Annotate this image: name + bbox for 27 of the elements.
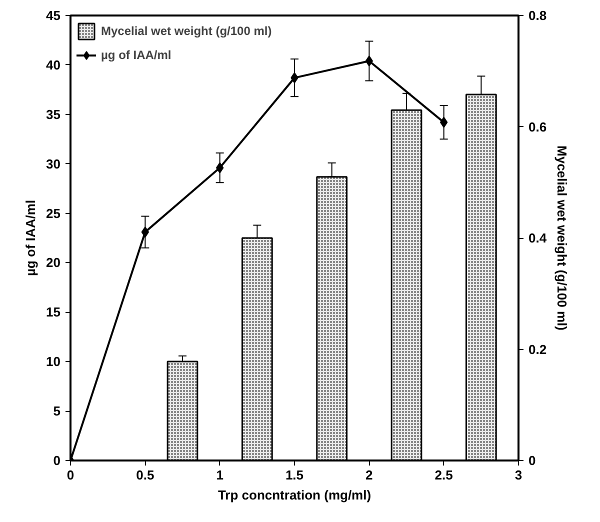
y-tick-label: 25	[46, 206, 61, 221]
y2-tick-label: 0	[528, 453, 536, 468]
x-tick-label: 1	[216, 468, 224, 482]
y2-tick-label: 0.4	[528, 230, 548, 246]
y-tick-label: 15	[46, 304, 61, 320]
y-tick-label: 30	[46, 156, 61, 172]
legend-label: Mycelial wet weight (g/100 ml)	[101, 24, 272, 38]
y2-tick-label: 0.6	[528, 119, 547, 134]
y-tick-label: 35	[46, 106, 61, 122]
y2-axis-title: Mycelial wet weight (g/100 ml)	[554, 146, 570, 330]
legend-label: µg of IAA/ml	[101, 48, 172, 62]
x-tick-label: 0.5	[136, 468, 154, 482]
x-tick-label: 0	[66, 468, 74, 482]
x-tick-label: 3	[514, 468, 522, 482]
y-tick-label: 10	[46, 354, 61, 370]
y-tick-label: 20	[46, 255, 61, 270]
y2-tick-label: 0.8	[528, 8, 547, 23]
y-tick-label: 45	[46, 8, 61, 23]
y-tick-label: 40	[46, 57, 61, 72]
y2-tick-label: 0.2	[528, 342, 547, 357]
x-tick-label: 2	[366, 468, 373, 482]
x-axis-title: Trp concntration (mg/ml)	[218, 488, 372, 502]
x-tick-label: 1.5	[285, 468, 304, 482]
y-axis-title: µg of IAA/ml	[23, 200, 38, 276]
x-tick-label: 2.5	[434, 468, 453, 482]
y-tick-label: 0	[53, 453, 61, 468]
y-tick-label: 5	[53, 404, 61, 419]
